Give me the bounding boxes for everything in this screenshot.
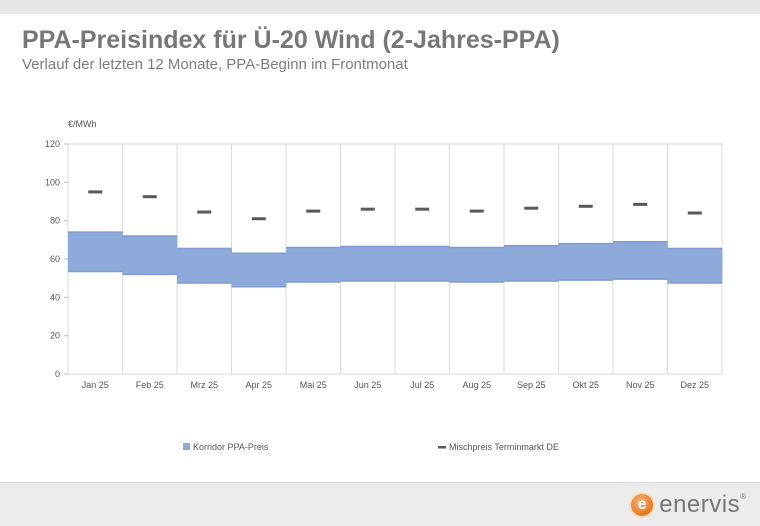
y-tick-label: 100 xyxy=(45,177,60,187)
corridor-bar xyxy=(504,245,559,282)
mischpreis-marker xyxy=(524,206,539,210)
corridor-bar xyxy=(340,246,396,282)
corridor-bar xyxy=(286,247,341,282)
mischpreis-marker xyxy=(251,217,266,221)
corridor-bar xyxy=(68,232,123,272)
corridor-bar xyxy=(395,246,450,282)
mischpreis-marker xyxy=(469,209,484,213)
x-tick-label: Okt 25 xyxy=(572,380,599,390)
mischpreis-marker xyxy=(687,211,702,215)
y-tick-label: 20 xyxy=(50,331,60,341)
mischpreis-marker xyxy=(197,210,212,214)
legend-label-korridor: Korridor PPA-Preis xyxy=(193,442,269,452)
page-subtitle: Verlauf der letzten 12 Monate, PPA-Begin… xyxy=(22,56,408,73)
corridor-bar xyxy=(177,248,232,283)
legend-label-mischpreis: Mischpreis Terminmarkt DE xyxy=(449,442,559,452)
x-tick-label: Mrz 25 xyxy=(190,380,218,390)
x-tick-label: Jan 25 xyxy=(82,380,109,390)
ppa-price-chart: €/MWh 0 20 40 60 80 100 120 Jan 25 Feb 25 Mrz 25 A… xyxy=(45,119,723,452)
top-bar xyxy=(0,0,760,14)
y-tick-label: 40 xyxy=(50,292,60,302)
corridor-bar xyxy=(613,241,668,280)
mischpreis-marker xyxy=(360,207,375,211)
mischpreis-marker xyxy=(578,204,593,208)
y-tick-label: 120 xyxy=(45,139,60,149)
y-tick-label: 0 xyxy=(55,369,60,379)
mischpreis-marker xyxy=(142,195,157,199)
chart-legend: Korridor PPA-Preis Mischpreis Terminmark… xyxy=(183,442,559,452)
x-tick-label: Apr 25 xyxy=(245,380,272,390)
x-tick-label: Nov 25 xyxy=(626,380,655,390)
x-tick-label: Sep 25 xyxy=(517,380,546,390)
mischpreis-marker xyxy=(633,202,648,206)
legend-swatch-korridor xyxy=(183,443,190,450)
mischpreis-marker xyxy=(88,190,103,194)
enervis-logo-icon: e xyxy=(629,492,656,518)
legend-swatch-mischpreis xyxy=(438,446,446,449)
corridor-bar xyxy=(558,243,614,281)
mischpreis-marker xyxy=(306,209,321,213)
y-tick-label: 80 xyxy=(50,216,60,226)
y-axis-unit-label: €/MWh xyxy=(68,119,97,129)
x-tick-label: Jul 25 xyxy=(410,380,434,390)
registered-mark: ® xyxy=(740,492,746,501)
y-tick-label: 60 xyxy=(50,254,60,264)
page-title: PPA-Preisindex für Ü-20 Wind (2-Jahres-P… xyxy=(22,26,560,54)
enervis-logo: e enervis ® xyxy=(629,490,746,520)
corridor-bar xyxy=(231,253,287,287)
corridor-bar xyxy=(667,248,723,283)
corridor-bar xyxy=(122,236,178,275)
x-tick-label: Dez 25 xyxy=(680,380,709,390)
corridor-bar xyxy=(449,247,505,282)
x-tick-label: Feb 25 xyxy=(136,380,164,390)
x-tick-label: Jun 25 xyxy=(354,380,381,390)
x-tick-label: Mai 25 xyxy=(300,380,327,390)
enervis-logo-text: enervis xyxy=(659,491,741,518)
x-tick-label: Aug 25 xyxy=(462,380,491,390)
mischpreis-marker xyxy=(415,207,430,211)
